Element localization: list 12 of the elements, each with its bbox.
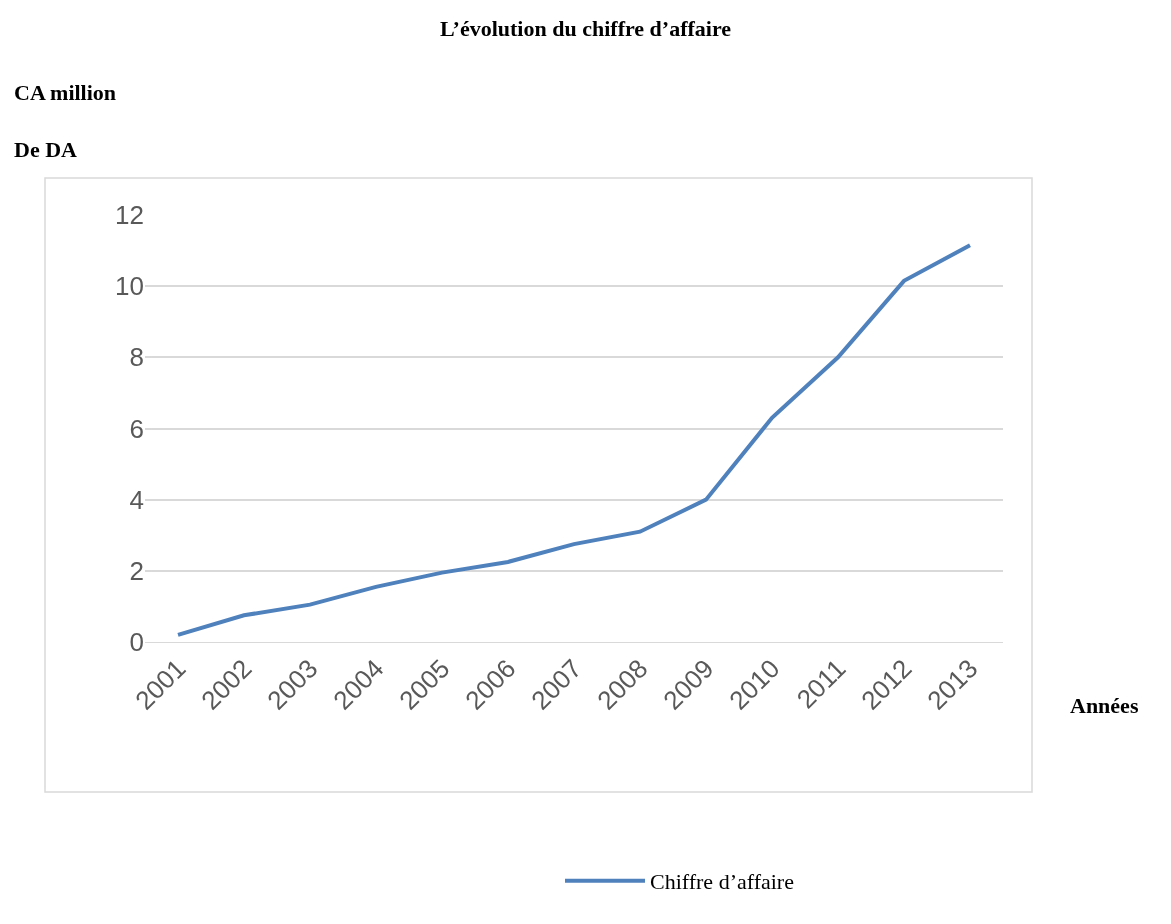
y-tick-label: 6	[129, 413, 144, 444]
y-tick-label: 12	[115, 200, 144, 231]
y-tick-label: 2	[129, 555, 144, 586]
legend-label: Chiffre d’affaire	[650, 869, 794, 895]
line-series	[176, 243, 972, 637]
y-tick-label: 4	[129, 484, 144, 515]
x-axis-title: Années	[1070, 693, 1139, 718]
text: CA million De DA	[14, 80, 117, 163]
y-tick-label: 8	[129, 342, 144, 373]
y-tick-label: 10	[115, 271, 144, 302]
y-tick-label: 0	[129, 627, 144, 658]
chart-title: L’évolution du chiffre d’affaire	[439, 15, 732, 41]
